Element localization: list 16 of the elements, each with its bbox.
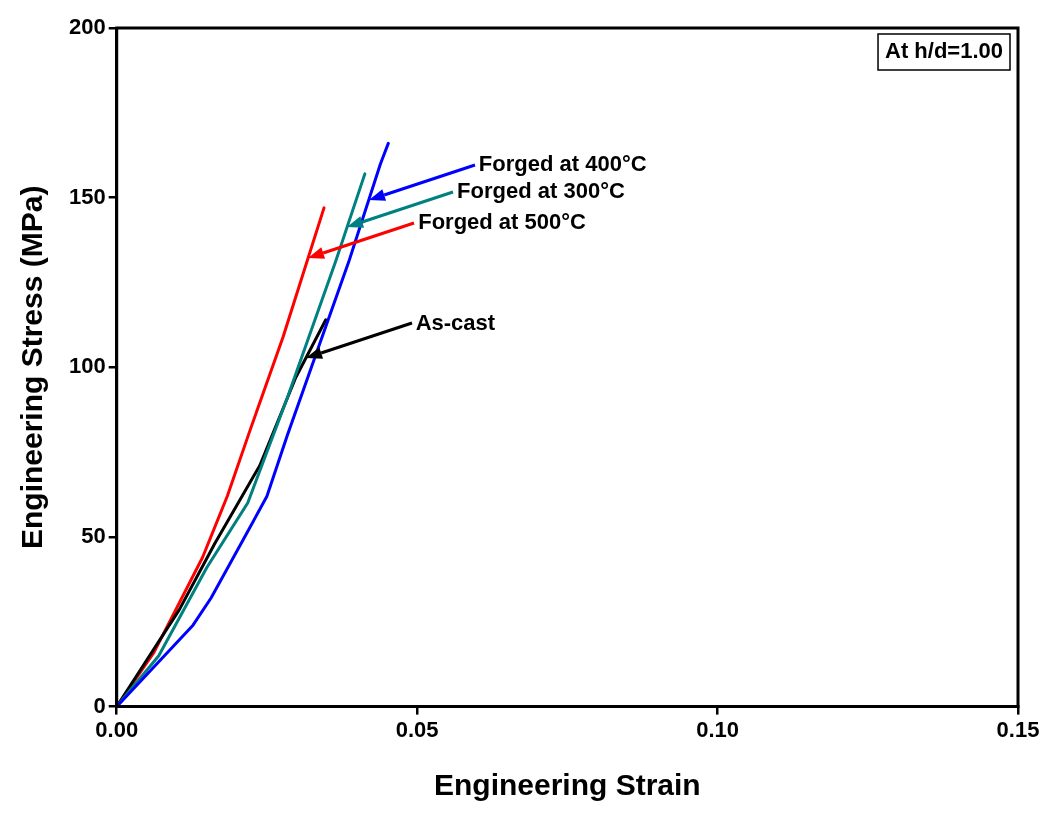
y-tick-label: 50 bbox=[81, 523, 106, 549]
x-axis-title: Engineering Strain bbox=[433, 768, 701, 802]
text: Forged at 300°C bbox=[457, 178, 625, 204]
y-tick-label: 200 bbox=[68, 14, 106, 40]
text: Forged at 500°C bbox=[418, 208, 587, 234]
y-tick-label: 100 bbox=[68, 353, 106, 379]
y-axis-title: Engineering Stress (MPa) bbox=[15, 185, 49, 550]
text: As-cast bbox=[415, 309, 496, 335]
x-tick-label: 0.00 bbox=[95, 716, 139, 742]
annotation: At h/d=1.00 bbox=[885, 38, 1003, 64]
y-tick-label: 0 bbox=[93, 692, 106, 718]
x-tick-label: 0.15 bbox=[996, 716, 1040, 742]
x-tick-label: 0.05 bbox=[395, 716, 439, 742]
y-tick-label: 150 bbox=[68, 183, 106, 209]
x-tick-label: 0.10 bbox=[696, 716, 739, 742]
text: Forged at 400°C bbox=[478, 150, 647, 176]
